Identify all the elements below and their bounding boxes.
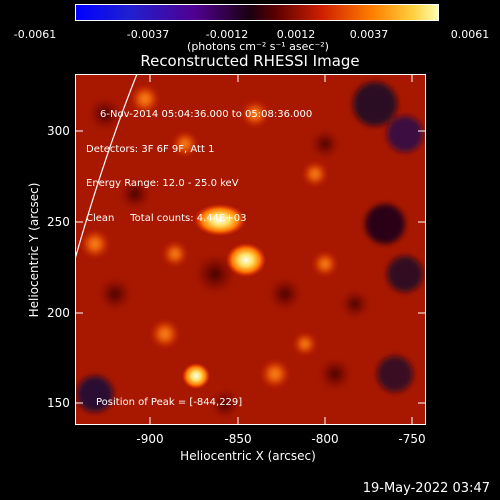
footer-date: 19-May-2022 03:47 <box>362 481 490 496</box>
colorbar-tick: 0.0061 <box>450 28 490 41</box>
solar-limb-line <box>75 74 138 260</box>
y-tick-label: 300 <box>47 124 70 138</box>
rhessi-image-panel <box>75 74 426 425</box>
info-energy: Energy Range: 12.0 - 25.0 keV <box>86 178 239 189</box>
info-time: 6-Nov-2014 05:04:36.000 to 05:08:36.000 <box>100 109 313 120</box>
colorbar-tick: -0.0037 <box>126 28 170 41</box>
y-axis-label: Heliocentric Y (arcsec) <box>27 182 41 318</box>
rhessi-image <box>75 74 426 425</box>
colorbar-tick: 0.0012 <box>276 28 316 41</box>
colorbar-tick: 0.0037 <box>349 28 389 41</box>
info-detectors: Detectors: 3F 6F 9F, Att 1 <box>86 143 215 155</box>
colorbar-units: (photons cm⁻² s⁻¹ asec⁻²) <box>187 40 329 53</box>
y-tick-label: 150 <box>47 396 70 410</box>
info-method: Clean Total counts: 4.44E+03 <box>86 212 247 224</box>
colorbar <box>75 4 439 21</box>
x-tick-label: -800 <box>311 432 339 446</box>
image-title: Reconstructed RHESSI Image <box>140 52 360 70</box>
colorbar-gradient <box>75 4 439 21</box>
x-tick-label: -750 <box>398 432 426 446</box>
x-tick-label: -850 <box>224 432 252 446</box>
y-tick-label: 200 <box>47 306 70 320</box>
x-axis-label: Heliocentric X (arcsec) <box>180 449 316 463</box>
y-tick-label: 250 <box>47 215 70 229</box>
observation-info: 6-Nov-2014 05:04:36.000 to 05:08:36.000 … <box>86 86 312 236</box>
x-tick-label: -900 <box>136 432 164 446</box>
peak-position-label: Position of Peak = [-844,229] <box>96 397 243 408</box>
colorbar-tick: -0.0061 <box>13 28 57 41</box>
colorbar-tick: -0.0012 <box>205 28 249 41</box>
